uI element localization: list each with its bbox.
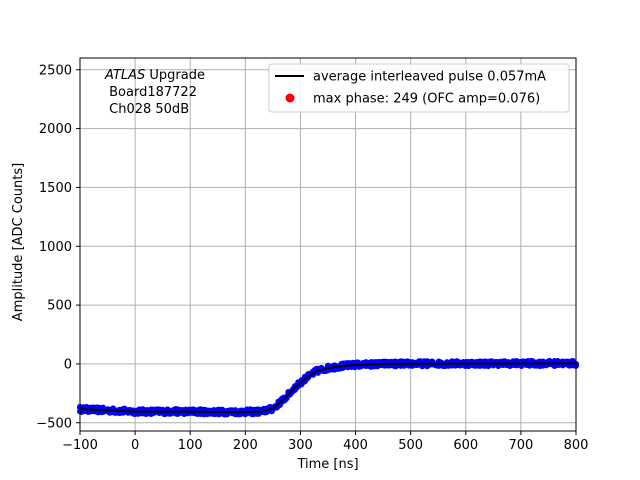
- x-tick-label: 300: [288, 438, 313, 453]
- legend: average interleaved pulse 0.057mA max ph…: [268, 63, 570, 113]
- x-tick-label: 500: [398, 438, 423, 453]
- y-tick-label: 1000: [39, 240, 72, 255]
- atlas-title-rest: Upgrade: [145, 68, 205, 83]
- y-tick-label: 1500: [39, 181, 72, 196]
- plot-frame: [79, 57, 577, 432]
- x-tick-label: 700: [508, 438, 533, 453]
- legend-entry-average-pulse: average interleaved pulse 0.057mA: [313, 70, 546, 85]
- x-tick-label: 800: [564, 438, 589, 453]
- channel-label: Ch028 50dB: [105, 102, 189, 117]
- average-pulse-polyline: [79, 362, 577, 413]
- x-tick-label: 100: [178, 438, 203, 453]
- x-tick-label: −100: [62, 438, 98, 453]
- y-tick-label: 500: [47, 299, 72, 314]
- data-samples: [77, 357, 579, 418]
- y-tick-label: 2000: [39, 122, 72, 137]
- y-axis-ticks: −500 0 500 1000 1500 2000 2500: [36, 63, 80, 431]
- average-pulse-line: [79, 362, 577, 413]
- x-axis-label: Time [ns]: [296, 457, 358, 472]
- legend-marker-swatch: [285, 93, 295, 103]
- board-label: Board187722: [105, 85, 197, 100]
- atlas-title: ATLAS: [104, 68, 145, 83]
- atlas-annotation: ATLAS Upgrade Board187722 Ch028 50dB: [104, 68, 205, 117]
- y-tick-label: 2500: [39, 63, 72, 78]
- y-axis-label: Amplitude [ADC Counts]: [11, 163, 26, 321]
- y-tick-label: 0: [64, 357, 72, 372]
- legend-entry-max-phase: max phase: 249 (OFC amp=0.076): [313, 92, 540, 107]
- y-tick-label: −500: [36, 416, 72, 431]
- legend-box: [268, 63, 570, 113]
- x-tick-label: 400: [343, 438, 368, 453]
- x-axis-ticks: −100 0 100 200 300 400 500 600 700 800: [62, 431, 588, 453]
- x-tick-label: 200: [233, 438, 258, 453]
- x-tick-label: 0: [131, 438, 139, 453]
- x-tick-label: 600: [453, 438, 478, 453]
- svg-text:ATLAS Upgrade: ATLAS Upgrade: [104, 68, 205, 83]
